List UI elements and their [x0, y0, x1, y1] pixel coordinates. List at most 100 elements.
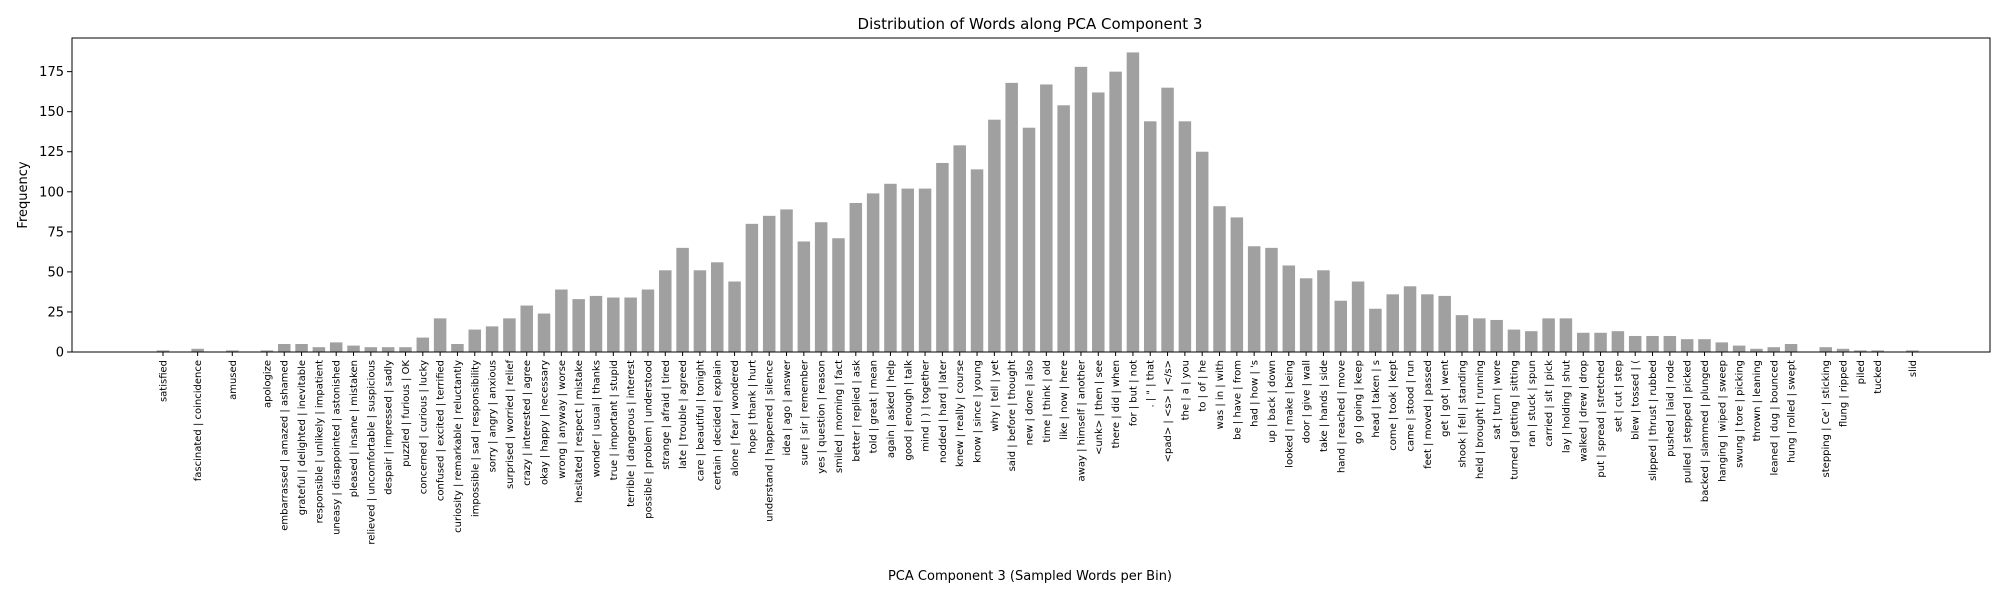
bar [589, 295, 603, 352]
bar [1819, 347, 1832, 352]
bar [1247, 246, 1261, 352]
bar [1074, 66, 1088, 352]
y-tick-label: 150 [39, 105, 64, 120]
x-tick-label: held | brought | running [1475, 360, 1486, 479]
x-tick-label: looked | make | being [1284, 360, 1295, 468]
bar [745, 223, 759, 352]
x-tick-label: <unk> | then | see [1094, 360, 1105, 455]
bar [1369, 308, 1382, 352]
x-tick-label: fascinated | coincidence [193, 360, 204, 481]
bar [191, 348, 204, 352]
bar [1265, 247, 1278, 352]
bar [1507, 329, 1521, 352]
x-tick-label: satisfied [159, 360, 170, 402]
bar [1109, 71, 1122, 353]
x-tick-label: take | hands | side [1319, 360, 1330, 452]
bar [156, 350, 170, 352]
x-tick-label: surprised | worried | relief [505, 360, 516, 489]
bar [1871, 350, 1884, 352]
x-tick-label: apologize [262, 360, 273, 408]
bar [641, 289, 655, 352]
bar [1490, 319, 1503, 352]
x-tick-label: strange | afraid | tired [661, 360, 672, 470]
bar [1732, 345, 1746, 352]
x-tick-label: amused [228, 360, 239, 400]
x-tick-label: mind | ) | together [921, 359, 932, 452]
bar [1230, 217, 1244, 352]
bar [1559, 318, 1573, 352]
bar [1646, 335, 1659, 352]
x-tick-label: get | got | went [1440, 360, 1451, 437]
bar [607, 297, 620, 352]
bar [399, 347, 412, 352]
bar [866, 193, 880, 352]
bar [329, 342, 343, 352]
x-tick-label: like | now | here [1059, 360, 1070, 440]
bar [226, 350, 239, 352]
x-tick-label: better | replied | ask [851, 360, 862, 462]
bar [780, 209, 793, 352]
x-tick-label: to | of | he [1198, 360, 1209, 412]
bar [1195, 151, 1209, 352]
x-tick-label: go | going | keep [1354, 360, 1365, 444]
x-tick-label: set | cut | step [1613, 360, 1624, 432]
bar [295, 343, 308, 352]
bar [1750, 348, 1763, 352]
x-tick-label: put | spread | stretched [1596, 360, 1607, 478]
x-tick-label: pushed | laid | rode [1665, 360, 1676, 457]
bar [468, 329, 482, 352]
bar [1767, 347, 1781, 352]
bar [1005, 82, 1018, 352]
x-tick-label: walked | drew | drop [1579, 360, 1590, 462]
bar [918, 188, 932, 352]
bar [1784, 343, 1798, 352]
x-tick-label: care | beautiful | tonight [695, 360, 706, 481]
bar [659, 270, 672, 352]
x-tick-label: shook | fell | standing [1458, 360, 1469, 468]
x-tick-label: late | trouble | agreed [678, 360, 689, 469]
bar [1022, 127, 1036, 352]
x-tick-label: slid [1908, 360, 1919, 377]
x-tick-label: sorry | angry | anxious [488, 360, 499, 472]
bar [555, 289, 568, 352]
bar [1403, 286, 1417, 352]
y-tick-label: 125 [39, 145, 64, 160]
bar [416, 337, 430, 352]
x-tick-label: terrible | dangerous | interest [626, 360, 637, 507]
x-tick-label: yes | question | reason [817, 360, 828, 474]
x-axis: satisfied fascinated | coincidence amused a… [159, 352, 1919, 545]
bar [1126, 52, 1140, 352]
x-tick-label: hand | reached | move [1336, 360, 1347, 473]
x-tick-label: door | give | wall [1302, 360, 1313, 443]
x-tick-label: had | how | 's [1250, 360, 1261, 427]
x-tick-label: true | important | stupid [609, 360, 620, 480]
bar [433, 318, 447, 352]
x-tick-label: alone | fear | wondered [730, 360, 741, 476]
x-tick-label: backed | slammed | plunged [1700, 360, 1711, 502]
x-tick-label: idea | ago | answer [782, 359, 793, 455]
bar [901, 188, 915, 352]
y-tick-label: 75 [47, 225, 64, 240]
x-tick-label: said | before | thought [1007, 360, 1018, 472]
x-tick-label: away | himself | another [1076, 359, 1087, 481]
x-tick-label: certain | decided | explain [713, 360, 724, 490]
x-tick-label: sat | turn | wore [1492, 360, 1503, 440]
x-tick-label: leaned | dug | bounced [1769, 360, 1780, 476]
bar [1854, 350, 1867, 352]
bar [1351, 281, 1365, 352]
bar [1438, 295, 1451, 352]
bar [953, 145, 966, 352]
x-tick-label: carried | sit | pick [1544, 360, 1555, 447]
bar [537, 313, 551, 352]
bar [451, 343, 464, 352]
bar [624, 297, 637, 352]
bar [1836, 348, 1850, 352]
x-tick-label: possible | problem | understood [643, 360, 654, 519]
bar [676, 247, 689, 352]
bar [503, 318, 516, 352]
x-tick-label: okay | happy | necessary [540, 360, 551, 485]
x-tick-label: relieved | uncomfortable | suspicious [366, 360, 377, 545]
bar [1057, 105, 1070, 353]
x-tick-label: ran | stuck | spun [1527, 360, 1538, 447]
